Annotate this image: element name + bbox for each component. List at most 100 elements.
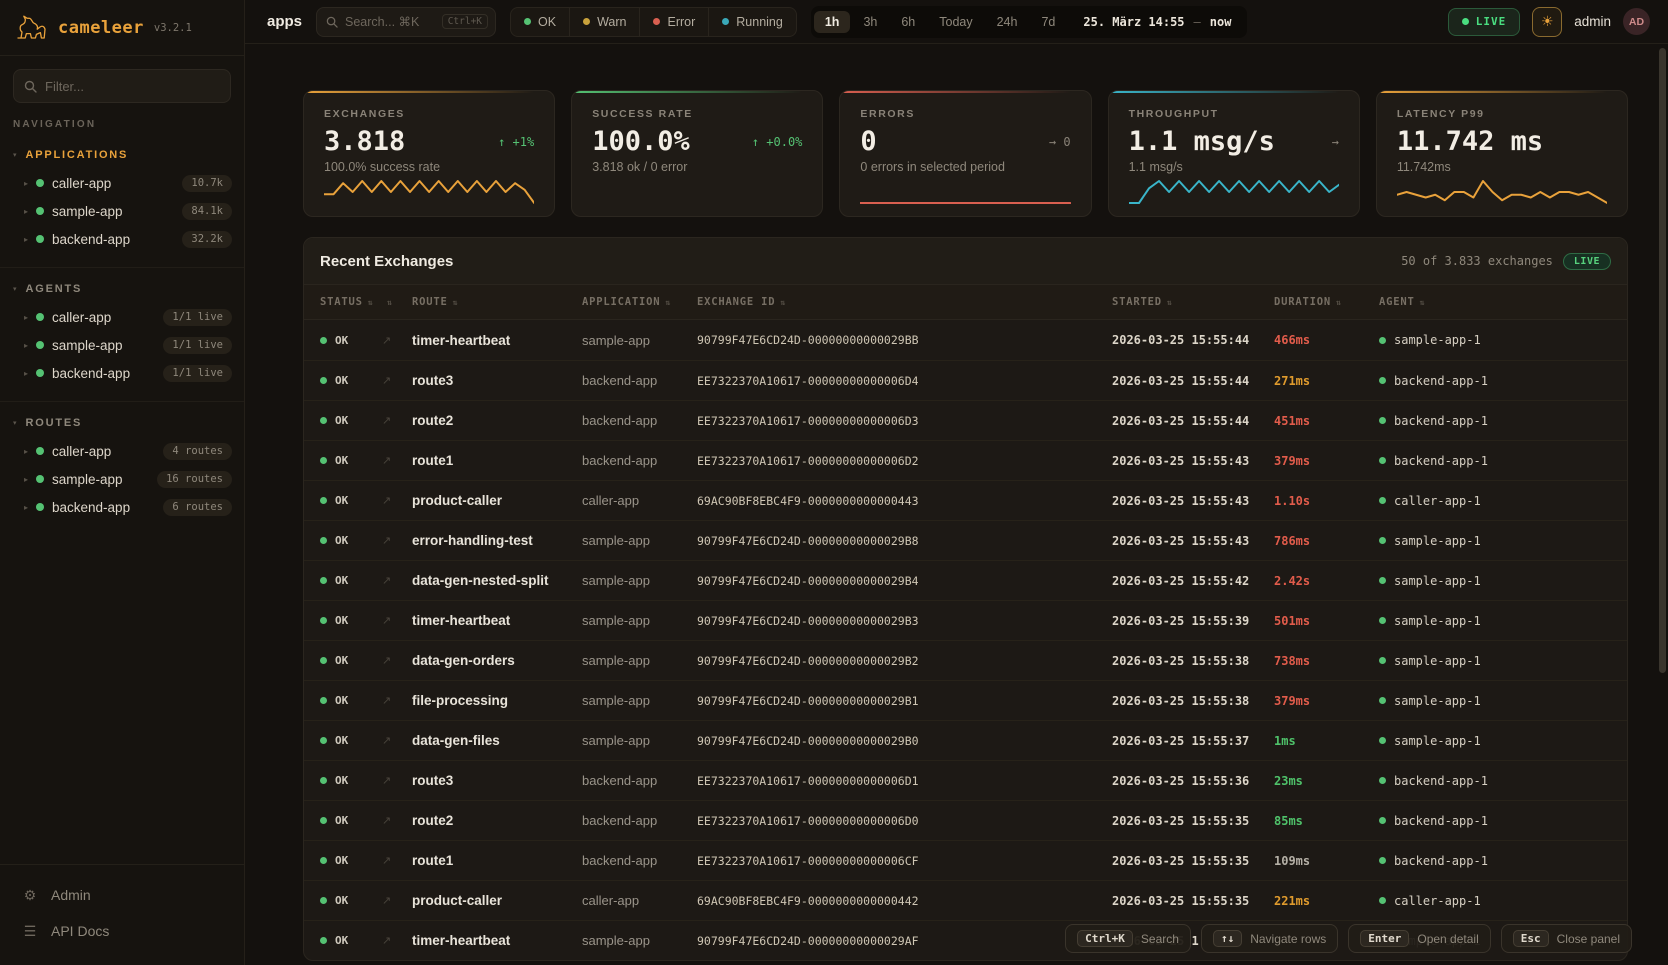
table-row[interactable]: OK ↗ data-gen-files sample-app 90799F47E…	[304, 720, 1627, 760]
time-range-button[interactable]: 3h	[863, 14, 878, 29]
chevron-right-icon[interactable]: ▸	[24, 206, 29, 216]
ok-dot-icon	[320, 857, 327, 864]
chevron-right-icon[interactable]: ▸	[24, 234, 29, 244]
table-row[interactable]: OK ↗ route1 backend-app EE7322370A10617-…	[304, 840, 1627, 880]
sidebar-item-admin[interactable]: ⚙ Admin	[0, 877, 244, 913]
sort-icon[interactable]: ⇅	[452, 297, 459, 307]
section-header-routes[interactable]: ▾ ROUTES	[0, 412, 244, 437]
open-exchange-icon[interactable]: ↗	[382, 495, 392, 507]
sort-icon[interactable]: ⇅	[1335, 297, 1342, 307]
theme-toggle-button[interactable]: ☀	[1532, 6, 1563, 37]
table-row[interactable]: OK ↗ product-caller caller-app 69AC90BF8…	[304, 880, 1627, 920]
open-exchange-icon[interactable]: ↗	[382, 815, 392, 827]
time-range-button[interactable]: 6h	[901, 14, 916, 29]
chevron-right-icon[interactable]: ▸	[24, 446, 29, 456]
sort-icon[interactable]: ⇅	[1166, 297, 1173, 307]
open-exchange-icon[interactable]: ↗	[382, 375, 392, 387]
sidebar-item-agent[interactable]: ▸ sample-app 1/1 live	[0, 331, 244, 359]
open-exchange-icon[interactable]: ↗	[382, 334, 392, 347]
open-exchange-icon[interactable]: ↗	[382, 855, 392, 867]
table-row[interactable]: OK ↗ route2 backend-app EE7322370A10617-…	[304, 800, 1627, 840]
table-row[interactable]: OK ↗ route2 backend-app EE7322370A10617-…	[304, 400, 1627, 440]
open-exchange-icon[interactable]: ↗	[382, 535, 392, 547]
table-row[interactable]: OK ↗ route3 backend-app EE7322370A10617-…	[304, 760, 1627, 800]
column-header[interactable]: ⇅	[382, 298, 412, 307]
table-row[interactable]: OK ↗ data-gen-nested-split sample-app 90…	[304, 560, 1627, 600]
open-exchange-icon[interactable]: ↗	[382, 695, 392, 707]
sidebar-item-label: caller-app	[52, 309, 112, 325]
stat-card[interactable]: EXCHANGES 3.818 ↑ +1% 100.0% success rat…	[303, 90, 556, 217]
sidebar-item-api-docs[interactable]: ☰ API Docs	[0, 913, 244, 949]
time-range-button[interactable]: 7d	[1041, 14, 1056, 29]
chevron-right-icon[interactable]: ▸	[24, 474, 29, 484]
sidebar-item-agent[interactable]: ▸ caller-app 1/1 live	[0, 303, 244, 331]
stat-card[interactable]: THROUGHPUT 1.1 msg/s → 1.1 msg/s	[1107, 90, 1360, 217]
agent-label: sample-app-1	[1394, 693, 1481, 708]
sidebar-filter-input[interactable]: Filter...	[13, 69, 231, 103]
sidebar-item-application[interactable]: ▸ backend-app 32.2k	[0, 225, 244, 253]
open-exchange-icon[interactable]: ↗	[382, 575, 392, 587]
column-header[interactable]: APPLICATION ⇅	[582, 296, 697, 308]
sort-icon[interactable]: ⇅	[387, 297, 393, 307]
sidebar-item-routes[interactable]: ▸ caller-app 4 routes	[0, 437, 244, 465]
sort-icon[interactable]: ⇅	[1419, 297, 1426, 307]
table-row[interactable]: OK ↗ error-handling-test sample-app 9079…	[304, 520, 1627, 560]
open-exchange-icon[interactable]: ↗	[382, 655, 392, 667]
sidebar-item-agent[interactable]: ▸ backend-app 1/1 live	[0, 359, 244, 387]
chevron-right-icon[interactable]: ▸	[24, 340, 29, 350]
column-header[interactable]: DURATION ⇅	[1274, 296, 1379, 308]
status-filter-button[interactable]: Error	[639, 7, 708, 36]
stat-card[interactable]: ERRORS 0 → 0 0 errors in selected period	[839, 90, 1092, 217]
open-exchange-icon[interactable]: ↗	[382, 895, 392, 907]
table-row[interactable]: OK ↗ timer-heartbeat sample-app 90799F47…	[304, 600, 1627, 640]
column-header[interactable]: EXCHANGE ID ⇅	[697, 296, 1112, 308]
status-label: OK	[335, 614, 349, 627]
table-row[interactable]: OK ↗ product-caller caller-app 69AC90BF8…	[304, 480, 1627, 520]
section-header-agents[interactable]: ▾ AGENTS	[0, 278, 244, 303]
column-header[interactable]: AGENT ⇅	[1379, 296, 1611, 308]
table-row[interactable]: OK ↗ route3 backend-app EE7322370A10617-…	[304, 360, 1627, 400]
table-row[interactable]: OK ↗ timer-heartbeat sample-app 90799F47…	[304, 320, 1627, 360]
sidebar-item-routes[interactable]: ▸ backend-app 6 routes	[0, 493, 244, 521]
column-header[interactable]: STARTED ⇅	[1112, 296, 1274, 308]
hint-label: Close panel	[1556, 931, 1620, 946]
stat-card[interactable]: LATENCY P99 11.742 ms 11.742ms	[1375, 90, 1629, 217]
open-exchange-icon[interactable]: ↗	[382, 935, 392, 947]
time-range-button[interactable]: Today	[939, 14, 973, 29]
chevron-right-icon[interactable]: ▸	[24, 178, 29, 188]
chevron-right-icon[interactable]: ▸	[24, 502, 29, 512]
sort-icon[interactable]: ⇅	[780, 297, 786, 307]
chevron-right-icon[interactable]: ▸	[24, 368, 29, 378]
sort-icon[interactable]: ⇅	[367, 297, 374, 307]
open-exchange-icon[interactable]: ↗	[382, 455, 392, 467]
column-header[interactable]: STATUS ⇅	[320, 296, 382, 308]
open-exchange-icon[interactable]: ↗	[382, 415, 392, 427]
section-header-applications[interactable]: ▾ APPLICATIONS	[0, 144, 244, 169]
table-row[interactable]: OK ↗ file-processing sample-app 90799F47…	[304, 680, 1627, 720]
open-exchange-icon[interactable]: ↗	[382, 615, 392, 627]
table-row[interactable]: OK ↗ data-gen-orders sample-app 90799F47…	[304, 640, 1627, 680]
agent-label: backend-app-1	[1394, 853, 1488, 868]
chevron-right-icon[interactable]: ▸	[24, 312, 29, 322]
open-exchange-icon[interactable]: ↗	[382, 775, 392, 787]
sidebar-item-application[interactable]: ▸ sample-app 84.1k	[0, 197, 244, 225]
keyboard-hints-bar: Ctrl+K Search ↑↓ Navigate rows Enter Ope…	[1065, 924, 1632, 953]
sidebar-item-application[interactable]: ▸ caller-app 10.7k	[0, 169, 244, 197]
status-filter-button[interactable]: Running	[708, 7, 796, 36]
sidebar-item-routes[interactable]: ▸ sample-app 16 routes	[0, 465, 244, 493]
status-filter-button[interactable]: Warn	[569, 7, 639, 36]
sort-icon[interactable]: ⇅	[665, 297, 671, 307]
open-exchange-icon[interactable]: ↗	[382, 735, 392, 747]
search-input[interactable]: Search... ⌘K Ctrl+K	[316, 6, 497, 37]
table-row[interactable]: OK ↗ route1 backend-app EE7322370A10617-…	[304, 440, 1627, 480]
live-toggle-button[interactable]: LIVE	[1447, 7, 1521, 36]
avatar[interactable]: AD	[1623, 8, 1650, 35]
stat-card[interactable]: SUCCESS RATE 100.0% ↑ +0.0% 3.818 ok / 0…	[571, 90, 824, 217]
scrollbar[interactable]	[1659, 48, 1666, 673]
time-range-button[interactable]: 1h	[813, 10, 851, 33]
time-range-button[interactable]: 24h	[996, 14, 1018, 29]
column-header[interactable]: ROUTE ⇅	[412, 296, 582, 308]
stat-card-subtitle: 0 errors in selected period	[860, 160, 1005, 174]
status-filter-button[interactable]: OK	[511, 8, 569, 36]
time-display[interactable]: 25. März 14:55 — now	[1068, 15, 1244, 29]
